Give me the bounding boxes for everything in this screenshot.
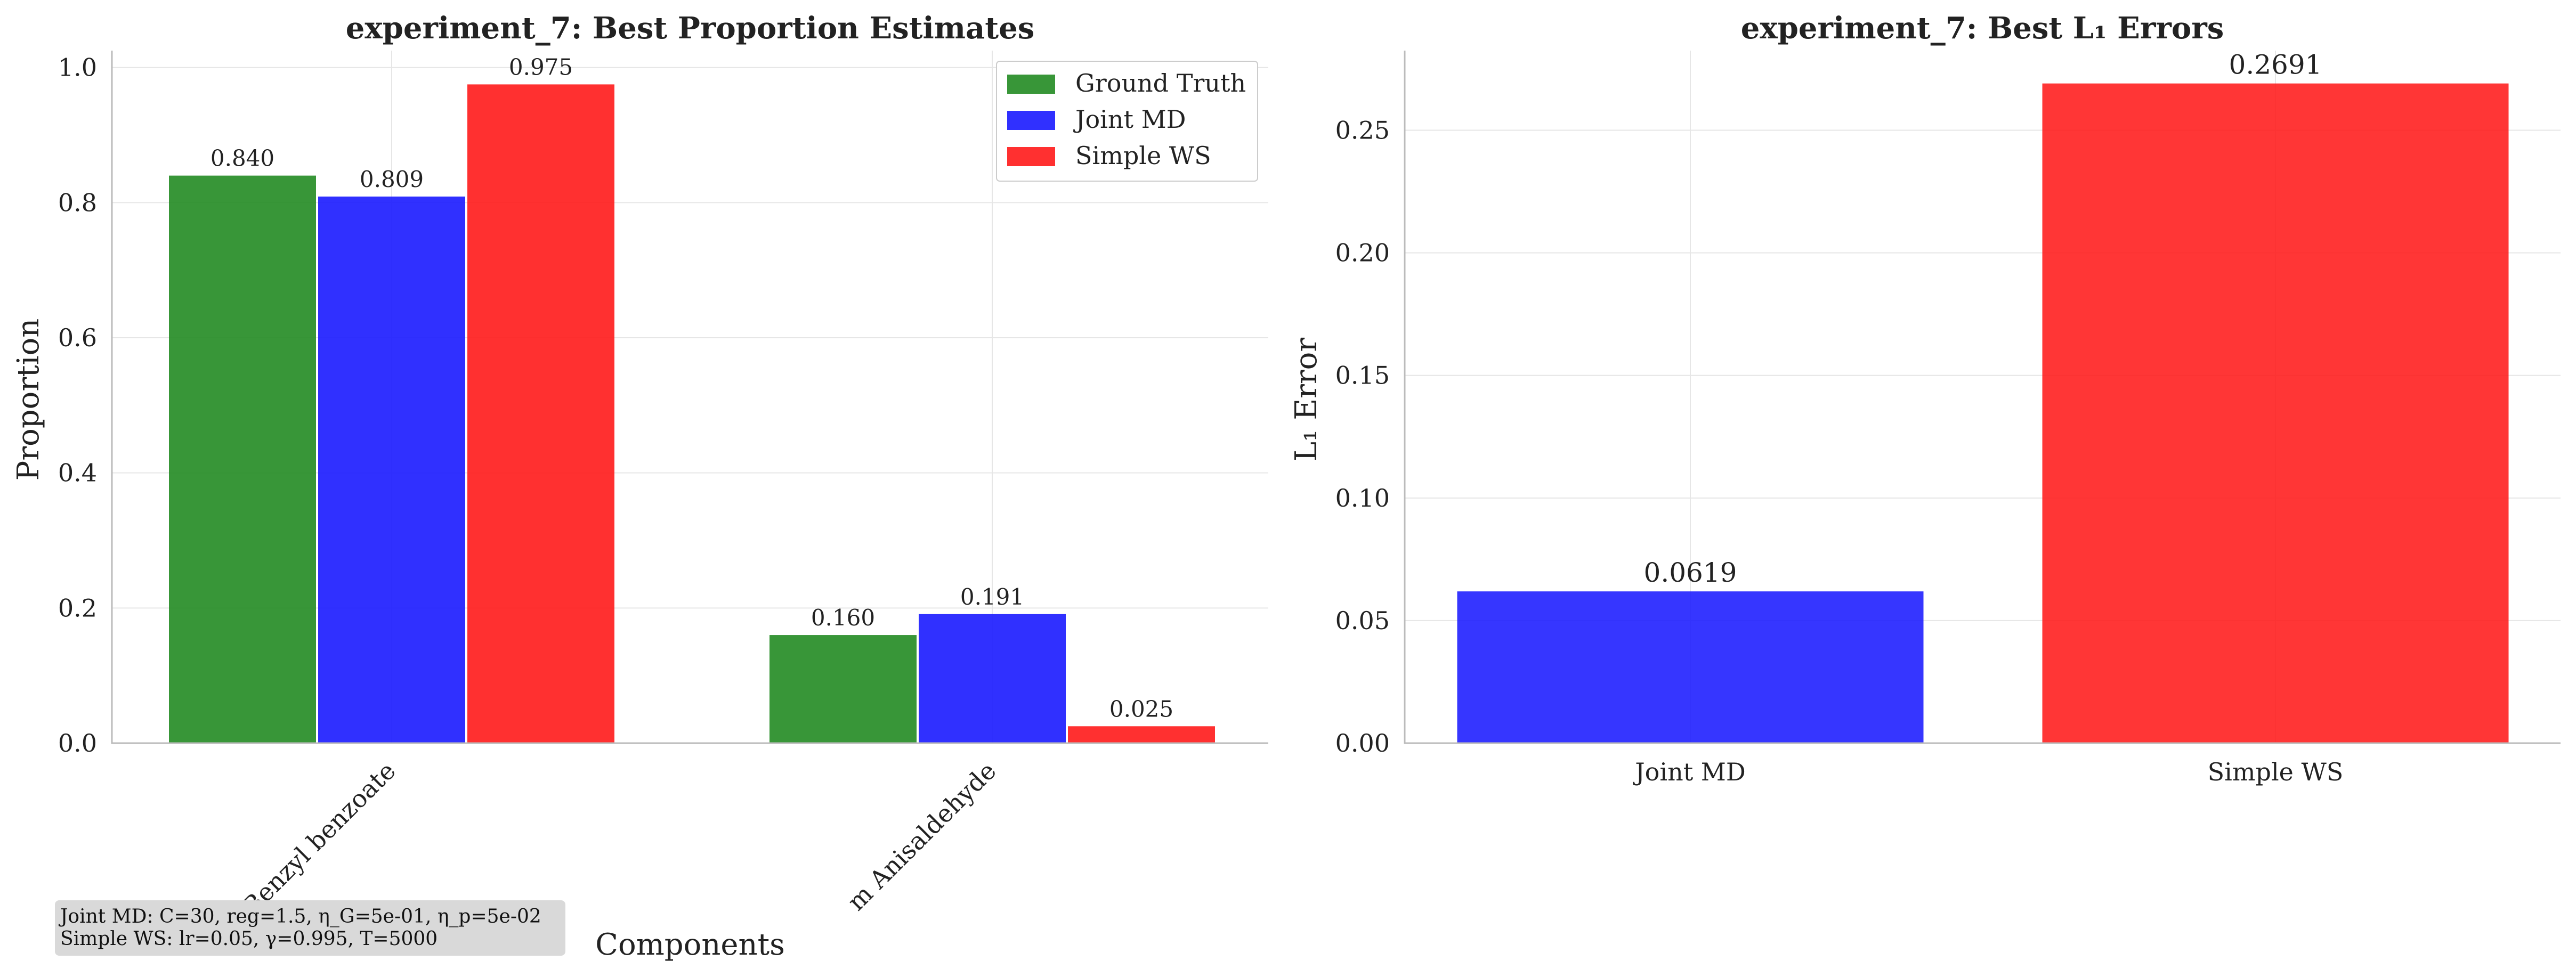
bar [1068, 726, 1215, 743]
x-tick-label: Simple WS [2208, 758, 2344, 786]
proportion-x-ticks: Benzyl benzoate m Anisaldehyde [237, 756, 1002, 921]
legend-swatch [1007, 111, 1055, 130]
proportion-y-axis-label: Proportion [11, 319, 46, 481]
x-tick-label: Benzyl benzoate [237, 756, 401, 921]
legend-swatch [1007, 147, 1055, 166]
proportion-x-axis-label: Components [595, 927, 785, 962]
bar [467, 84, 614, 743]
bar-value-label: 0.840 [210, 145, 274, 172]
bar [919, 614, 1066, 743]
proportion-chart: experiment_7: Best Proportion Estimates … [11, 11, 1268, 962]
l1-error-y-axis-label: L₁ Error [1289, 338, 1324, 462]
proportion-chart-title: experiment_7: Best Proportion Estimates [346, 11, 1035, 46]
y-tick-label: 0.6 [58, 323, 97, 352]
bar-value-label: 0.975 [509, 54, 573, 80]
proportion-bars: 0.840 0.160 0.809 0.191 0.975 0.025 [169, 54, 1215, 744]
l1-error-chart: experiment_7: Best L₁ Errors 0.0619 0.269… [1289, 11, 2561, 786]
y-tick-label: 0.20 [1335, 239, 1390, 267]
legend-label: Simple WS [1075, 141, 1211, 170]
x-tick-label: m Anisaldehyde [842, 756, 1002, 916]
x-tick-label: Joint MD [1633, 758, 1746, 786]
proportion-y-ticks: 0.0 0.2 0.4 0.6 0.8 1.0 [58, 53, 97, 758]
parameter-note: Joint MD: C=30, reg=1.5, η_G=5e-01, η_p=… [55, 900, 565, 956]
y-tick-label: 0.00 [1335, 729, 1390, 758]
y-tick-label: 0.10 [1335, 484, 1390, 512]
bar-value-label: 0.160 [811, 605, 875, 631]
bar-value-label: 0.025 [1109, 696, 1173, 722]
bar-value-label: 0.809 [360, 166, 424, 192]
bar [318, 196, 465, 744]
legend-label: Ground Truth [1075, 69, 1246, 97]
y-tick-label: 0.05 [1335, 606, 1390, 635]
bar-value-label: 0.0619 [1644, 557, 1737, 588]
legend-label: Joint MD [1073, 105, 1186, 134]
y-tick-label: 0.2 [58, 593, 97, 622]
l1-error-x-ticks: Joint MD Simple WS [1633, 758, 2343, 786]
proportion-axes-spine [111, 51, 1268, 744]
bar [1457, 591, 1924, 743]
bar [2042, 83, 2509, 744]
l1-error-axes-spine [1404, 51, 2561, 744]
bar [769, 635, 917, 743]
proportion-legend: Ground Truth Joint MD Simple WS [996, 61, 1258, 182]
parameter-note-box [55, 900, 565, 956]
legend-box [996, 61, 1258, 182]
y-tick-label: 0.25 [1335, 116, 1390, 145]
l1-error-y-ticks: 0.00 0.05 0.10 0.15 0.20 0.25 [1335, 116, 1390, 758]
l1-error-bars: 0.0619 0.2691 [1457, 50, 2509, 744]
y-tick-label: 0.8 [58, 188, 97, 217]
y-tick-label: 0.4 [58, 459, 97, 487]
y-tick-label: 0.0 [58, 729, 97, 758]
bar-value-label: 0.2691 [2229, 50, 2322, 80]
parameter-note-line-2: Simple WS: lr=0.05, γ=0.995, T=5000 [60, 928, 438, 950]
l1-error-chart-title: experiment_7: Best L₁ Errors [1741, 11, 2224, 46]
bar-value-label: 0.191 [960, 584, 1024, 610]
parameter-note-line-1: Joint MD: C=30, reg=1.5, η_G=5e-01, η_p=… [58, 906, 541, 927]
y-tick-label: 1.0 [58, 53, 97, 82]
bar [169, 175, 316, 743]
y-tick-label: 0.15 [1335, 361, 1390, 390]
legend-swatch [1007, 75, 1055, 94]
